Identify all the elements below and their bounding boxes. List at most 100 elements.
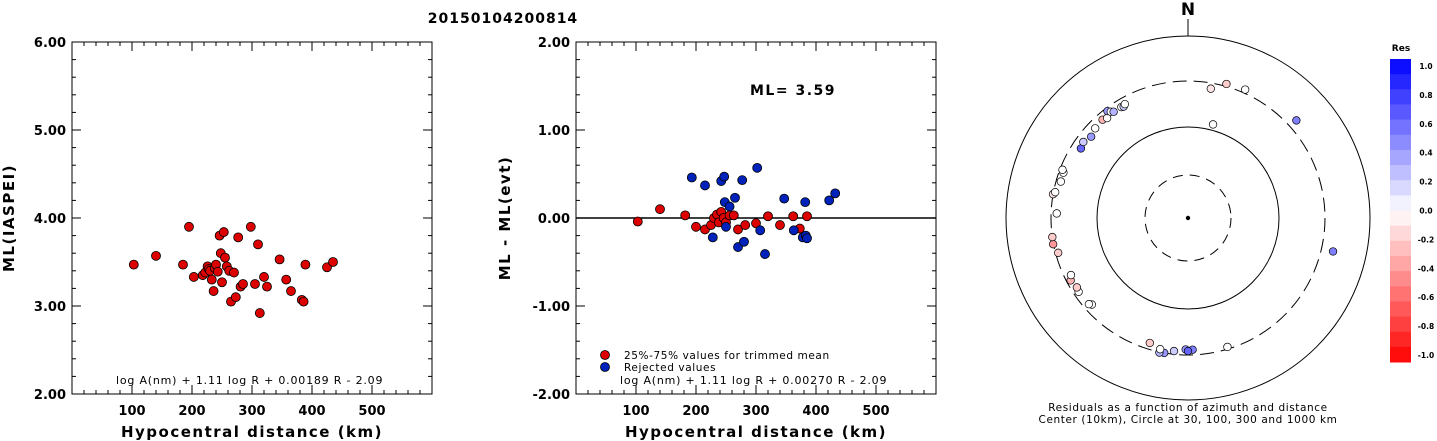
data-point xyxy=(230,292,241,303)
magnitude-y-axis-label: ML(IASPEI) xyxy=(0,164,18,272)
rejected-point xyxy=(760,249,770,259)
data-point xyxy=(298,296,309,307)
station-residual-point xyxy=(1109,107,1118,116)
north-label: N xyxy=(1181,0,1195,20)
rejected-point xyxy=(719,171,730,182)
data-point xyxy=(802,211,812,222)
station-residual-point xyxy=(1049,240,1058,249)
circle-30km xyxy=(1144,174,1232,262)
rejected-point xyxy=(707,232,718,243)
colorbar-tick-label: -0.8 xyxy=(1418,322,1434,331)
rejected-point xyxy=(779,193,790,204)
colorbar-tick-label: 0.4 xyxy=(1419,149,1432,158)
x-tick-label: 200 xyxy=(682,404,709,419)
polar-caption-line2: Center (10km), Circle at 30, 100, 300 an… xyxy=(1039,414,1338,426)
data-point xyxy=(259,272,269,282)
station-residual-point xyxy=(1048,232,1057,242)
residual-formula: log A(nm) + 1.11 log R + 0.00270 R - 2.0… xyxy=(620,374,887,387)
data-point xyxy=(245,221,256,232)
station-residual-point xyxy=(1079,137,1088,147)
station-residual-point xyxy=(1155,345,1165,354)
station-residual-point xyxy=(1058,165,1067,174)
station-residual-point xyxy=(1208,120,1218,129)
rejected-point xyxy=(788,225,799,236)
data-point xyxy=(128,259,139,270)
data-point xyxy=(751,218,761,229)
data-point xyxy=(775,220,785,230)
x-tick-label: 300 xyxy=(238,404,265,419)
rejected-point xyxy=(824,195,835,206)
x-tick-label: 100 xyxy=(622,404,649,419)
rejected-point xyxy=(800,197,811,208)
colorbar-block xyxy=(1390,180,1411,196)
colorbar-title: Res xyxy=(1392,44,1410,54)
station-residual-point xyxy=(1084,300,1094,309)
data-point xyxy=(188,272,199,282)
rejected-point xyxy=(830,188,841,199)
colorbar-block xyxy=(1390,89,1411,105)
data-point xyxy=(328,257,338,267)
data-point xyxy=(632,216,643,227)
data-point xyxy=(250,279,260,289)
data-point xyxy=(218,227,229,237)
y-tick-label: 3.00 xyxy=(34,300,66,315)
y-tick-label: 6.00 xyxy=(34,36,66,51)
y-tick-label: -1.00 xyxy=(533,300,570,315)
x-tick-label: 400 xyxy=(298,404,325,419)
colorbar-block xyxy=(1390,240,1411,257)
data-point xyxy=(233,232,244,243)
magnitude-tick-marks xyxy=(72,41,432,395)
data-point xyxy=(274,254,285,265)
rejected-point xyxy=(700,180,710,191)
data-point xyxy=(733,224,743,235)
residual-tick-marks xyxy=(576,41,936,395)
colorbar-tick-label: 0.2 xyxy=(1419,178,1432,187)
residual-colorbar: Res 1.0 0.8 0.6 0.4 0.2 0.0 -0.2 -0.4 -0.6 -0.8 -1… xyxy=(1390,44,1434,363)
station-residual-point xyxy=(1052,209,1061,218)
colorbar-block xyxy=(1390,149,1411,166)
legend-accepted-marker xyxy=(600,350,610,360)
legend-accepted-label: 25%-75% values for trimmed mean xyxy=(624,350,830,362)
colorbar-tick-labels: 1.0 0.8 0.6 0.4 0.2 0.0 -0.2 -0.4 -0.6 -0.8 -1.0 xyxy=(1418,62,1434,360)
station-residual-point xyxy=(1066,270,1076,280)
x-tick-label: 200 xyxy=(178,404,205,419)
residual-data-points xyxy=(632,162,841,259)
station-residual-point xyxy=(1072,283,1082,292)
colorbar-block xyxy=(1390,225,1411,242)
data-point xyxy=(655,204,665,215)
azimuth-data-points xyxy=(1048,79,1338,358)
x-tick-label: 500 xyxy=(358,404,385,419)
station-residual-point xyxy=(1222,79,1231,89)
colorbar-tick-label: -0.6 xyxy=(1418,293,1434,302)
colorbar-tick-label: 1.0 xyxy=(1419,62,1432,71)
ml-value-label: ML= 3.59 xyxy=(750,83,836,99)
y-tick-label: -2.00 xyxy=(533,388,570,403)
colorbar-block xyxy=(1390,74,1411,90)
magnitude-data-points xyxy=(128,221,338,318)
circle-1000km xyxy=(1005,35,1371,401)
magnitude-y-tick-labels: 2.00 3.00 4.00 5.00 6.00 xyxy=(34,36,66,403)
rejected-point xyxy=(730,192,740,203)
x-tick-label: 400 xyxy=(802,404,829,419)
colorbar-block xyxy=(1390,286,1411,302)
colorbar-block xyxy=(1390,210,1411,227)
colorbar-tick-label: -1.0 xyxy=(1418,351,1434,360)
data-point xyxy=(740,220,751,230)
azimuth-panel: N Residuals as a function of azimuth and… xyxy=(1005,0,1371,426)
data-point xyxy=(238,279,248,289)
colorbar-tick-label: -0.4 xyxy=(1418,264,1434,273)
station-residual-point xyxy=(1241,85,1250,94)
data-point xyxy=(262,281,272,292)
colorbar-block xyxy=(1390,195,1411,211)
circle-100km xyxy=(1096,126,1280,310)
residual-y-tick-labels: -2.00 -1.00 0.00 1.00 2.00 xyxy=(533,36,570,403)
data-point xyxy=(680,210,691,221)
y-tick-label: 1.00 xyxy=(538,124,570,139)
data-point xyxy=(728,210,739,221)
magnitude-x-axis-label: Hypocentral distance (km) xyxy=(121,423,383,441)
residual-y-axis-label: ML - ML(evt) xyxy=(496,156,514,280)
data-point xyxy=(788,211,799,222)
data-point xyxy=(691,221,701,232)
data-point xyxy=(184,221,194,232)
